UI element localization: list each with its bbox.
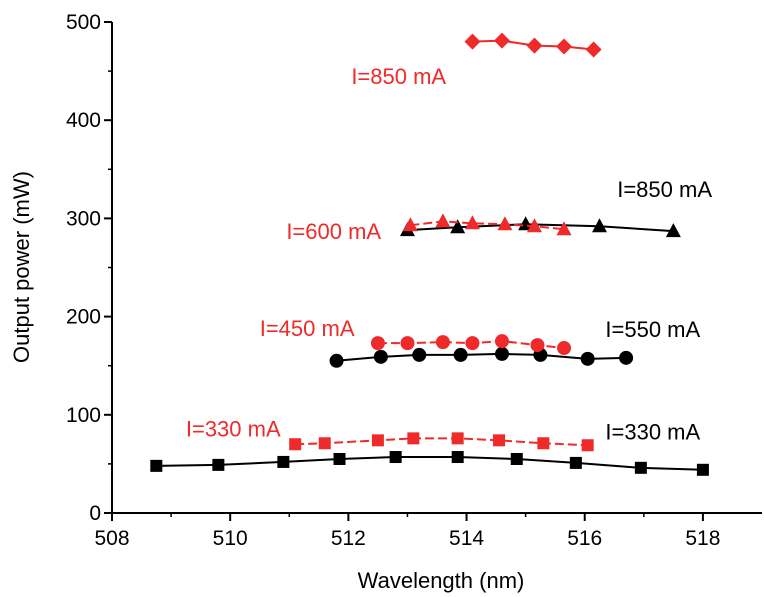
x-axis-label: Wavelength (nm) [358,568,525,593]
series-2 [289,432,594,452]
data-point-triangle [592,218,607,233]
x-tick-label: 516 [567,527,602,550]
data-point-square [493,434,506,447]
data-point-square [150,459,163,472]
data-point-square [389,451,402,464]
data-point-square [277,455,290,468]
data-point-square [510,452,523,465]
y-tick-label: 300 [66,207,101,230]
series-3 [329,346,634,368]
data-point-circle [495,334,509,349]
series-annotation: I=550 mA [605,317,700,342]
data-point-circle [619,350,634,365]
data-point-diamond [526,37,543,54]
data-point-square [581,439,594,452]
data-point-circle [329,353,344,368]
data-point-circle [557,341,572,356]
data-point-square [451,432,464,445]
series-annotation: I=330 mA [605,419,700,444]
series-annotation: I=330 mA [186,416,281,441]
data-point-triangle [402,217,418,232]
series-7 [464,32,602,58]
series-line [410,220,565,231]
x-tick-label: 514 [449,527,484,550]
data-point-triangle [450,219,466,234]
data-point-square [333,452,346,465]
y-axis-label: Output power (mW) [9,171,34,363]
y-tick-label: 400 [66,109,101,132]
data-point-square [634,461,647,474]
series-1 [150,451,709,476]
data-point-circle [453,347,468,362]
data-point-circle [435,335,450,350]
data-point-square [407,432,420,445]
data-point-square [289,438,302,451]
x-tick-label: 512 [331,527,366,550]
x-tick-label: 508 [94,527,129,550]
data-point-circle [373,349,388,364]
series-annotation: I=600 mA [286,219,381,244]
data-point-triangle [556,221,572,236]
y-tick-label: 0 [89,502,101,525]
data-point-square [318,437,331,450]
data-point-square [451,451,464,464]
data-point-square [212,458,225,471]
data-point-diamond [585,41,602,58]
y-tick-label: 100 [66,404,101,427]
data-point-diamond [556,38,573,55]
data-point-triangle [435,213,451,228]
series-6 [402,213,572,236]
data-point-triangle [527,218,542,233]
data-point-circle [495,346,509,361]
data-point-circle [580,351,595,366]
data-point-triangle [665,223,681,238]
series-line [156,456,703,471]
data-point-circle [412,347,427,362]
series-annotation: I=850 mA [617,177,712,202]
series-annotation: I=850 mA [351,64,446,89]
y-tick-label: 200 [66,306,101,329]
data-point-circle [465,336,480,351]
data-point-diamond [494,32,510,49]
data-point-triangle [497,216,513,231]
data-point-square [569,456,582,469]
data-point-square [696,463,709,476]
series-annotation: I=450 mA [260,316,355,341]
data-point-square [371,434,384,447]
x-tick-label: 518 [685,527,720,550]
x-tick-label: 510 [213,527,248,550]
series-4 [370,334,572,356]
data-point-circle [370,336,385,351]
data-point-circle [530,338,545,353]
data-point-circle [400,336,415,351]
data-point-square [537,437,550,450]
data-point-diamond [464,33,481,50]
data-point-triangle [464,215,480,230]
series-line [295,437,588,447]
y-tick-label: 500 [66,11,101,34]
